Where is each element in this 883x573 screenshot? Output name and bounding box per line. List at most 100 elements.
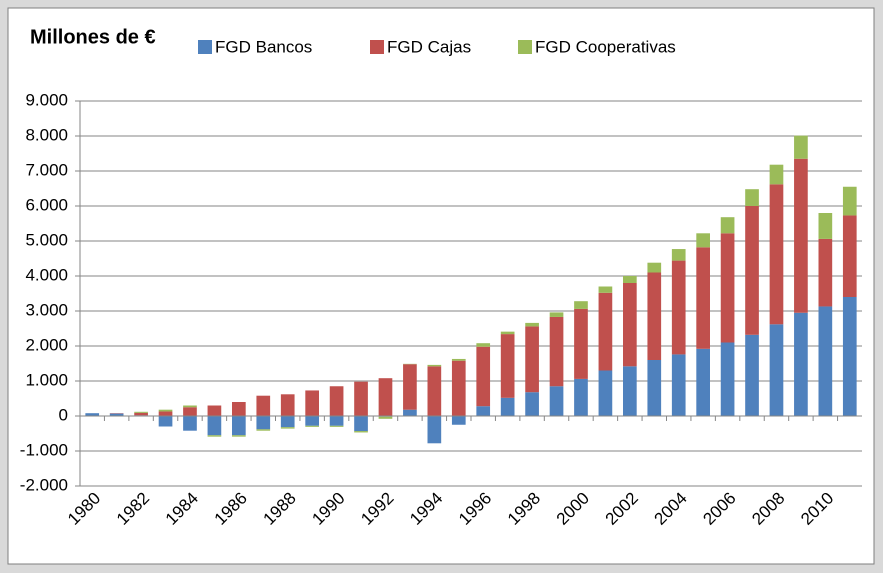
bar (549, 386, 564, 416)
bar (745, 334, 759, 416)
bar (720, 233, 735, 343)
bar (232, 402, 246, 416)
bar (476, 346, 491, 407)
bar (720, 342, 735, 416)
bar (671, 354, 686, 416)
bar (745, 189, 759, 206)
bar (574, 378, 588, 416)
bar (256, 416, 271, 430)
y-tick-label: 2.000 (25, 335, 68, 354)
bar (134, 411, 148, 413)
bar (598, 292, 613, 371)
bar (158, 409, 173, 412)
bar (85, 413, 100, 416)
bar (183, 407, 197, 416)
bar (378, 416, 393, 419)
bar (305, 416, 319, 426)
bar (451, 360, 466, 416)
bar (305, 390, 319, 416)
bar (256, 395, 271, 416)
y-tick-label: 1.000 (25, 370, 68, 389)
y-tick-label: 0 (59, 405, 68, 424)
legend-label: FGD Cajas (387, 37, 471, 56)
legend-swatch (370, 40, 384, 54)
y-tick-label: 3.000 (25, 300, 68, 319)
bar (525, 322, 539, 327)
bar (598, 370, 613, 416)
bar (280, 416, 295, 428)
bar (207, 416, 222, 436)
bar (207, 435, 222, 437)
bar (158, 411, 173, 416)
bar (427, 364, 442, 367)
bar (818, 213, 833, 239)
bar (745, 206, 759, 335)
bar (623, 276, 637, 283)
chart-title: Millones de € (30, 26, 156, 48)
bar (378, 378, 393, 416)
bar (842, 297, 857, 416)
bar (256, 429, 271, 431)
legend-swatch (518, 40, 532, 54)
bar (842, 215, 857, 297)
bar (403, 409, 417, 416)
bar (500, 334, 515, 398)
bar (671, 260, 686, 355)
bar (354, 416, 368, 432)
y-tick-label: 5.000 (25, 230, 68, 249)
bar (427, 366, 442, 416)
y-tick-label: 8.000 (25, 125, 68, 144)
bar (623, 283, 637, 367)
bar (109, 413, 124, 416)
legend-label: FGD Cooperativas (535, 37, 676, 56)
bar (818, 238, 833, 307)
y-tick-label: -2.000 (20, 475, 68, 494)
bar (794, 135, 808, 159)
bar (207, 405, 222, 416)
y-tick-label: 6.000 (25, 195, 68, 214)
bar (647, 262, 662, 273)
bar (158, 416, 173, 427)
bar (134, 412, 148, 416)
bar (329, 386, 344, 416)
bar (329, 425, 344, 427)
bar (842, 186, 857, 216)
bar (574, 308, 588, 379)
bar (769, 184, 784, 325)
bar (427, 416, 442, 444)
bar (647, 272, 662, 360)
chart-panel (7, 7, 875, 565)
bar (183, 416, 197, 431)
y-tick-label: -1.000 (20, 440, 68, 459)
bar (232, 435, 246, 437)
bar (476, 343, 491, 347)
bar (451, 358, 466, 361)
bar (500, 331, 515, 335)
bar (720, 217, 735, 234)
bar (696, 233, 710, 248)
bar (280, 394, 295, 416)
bar (329, 416, 344, 426)
bar (549, 312, 564, 317)
bar (183, 405, 197, 408)
bar (525, 392, 539, 416)
bar (794, 158, 808, 313)
legend-swatch (198, 40, 212, 54)
bar (305, 425, 319, 427)
bar (696, 247, 710, 349)
bar (598, 286, 613, 293)
bar (280, 427, 295, 429)
bar (769, 164, 784, 185)
bar (354, 431, 368, 433)
bar (623, 366, 637, 416)
bar (769, 324, 784, 416)
bar (232, 416, 246, 436)
bar (525, 326, 539, 393)
bar (500, 397, 515, 416)
bar (671, 249, 686, 261)
bar (647, 360, 662, 416)
bar (476, 406, 491, 416)
bar (549, 316, 564, 387)
bar (818, 306, 833, 416)
